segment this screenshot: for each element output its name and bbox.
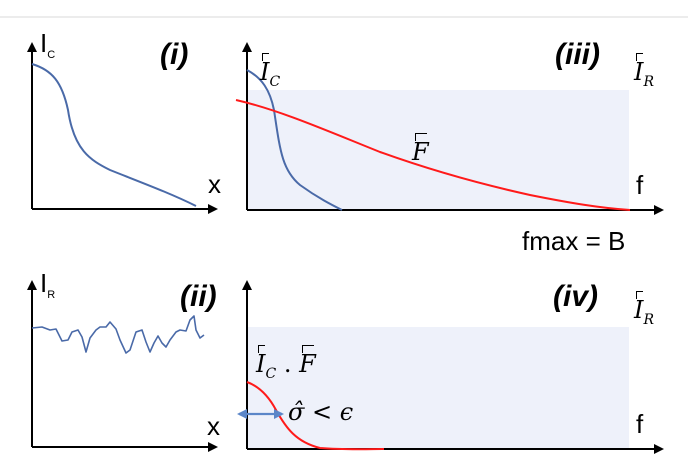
panel-i-x-label: x — [208, 169, 221, 199]
panel-iv-product-curve — [246, 381, 385, 451]
panel-ii-y-label: IR — [40, 268, 56, 302]
frequency-band-iv — [247, 327, 629, 449]
panel-iii-x-label: f — [636, 170, 644, 200]
panel-ii-x-label: x — [207, 411, 220, 441]
product-label: IC . F — [256, 345, 316, 382]
sigma-label: σ̂ < ϵ — [288, 398, 354, 426]
panel-i-id: (i) — [160, 38, 189, 71]
panel-i-y-label: IC — [40, 28, 56, 62]
frequency-band-iii — [247, 90, 629, 210]
panel-iii-id: (iii) — [555, 38, 600, 71]
panel-iii-ic-hat-curve — [246, 69, 343, 211]
panel-ii-ir-signal — [31, 315, 205, 354]
panel-iii-ir-hat-label: IR — [634, 53, 655, 90]
panel-iii-f-hat-curve — [235, 99, 631, 211]
panel-iii-f-hat-label: F — [412, 133, 429, 166]
panel-i-ic-curve — [31, 63, 197, 207]
panel-ii-id: (ii) — [180, 280, 217, 313]
panel-iii-ic-hat-label: IC — [260, 53, 281, 90]
panel-iv-ir-hat-label: IR — [634, 291, 655, 328]
panel-iv-x-label: f — [636, 409, 644, 439]
panel-iv-id: (iv) — [553, 280, 598, 313]
fmax-label: fmax = B — [522, 226, 626, 256]
